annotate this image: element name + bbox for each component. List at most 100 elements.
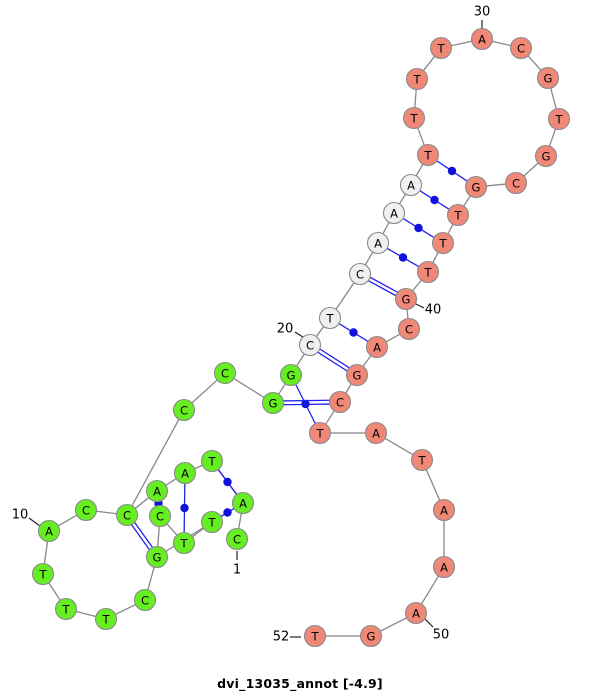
nucleotide-node[interactable]: T	[416, 260, 440, 284]
nucleotide-node[interactable]: C	[172, 398, 196, 422]
nucleotide-node[interactable]: A	[432, 555, 456, 579]
nucleotide-circle[interactable]	[200, 510, 224, 534]
nucleotide-node[interactable]: T	[172, 531, 196, 555]
nucleotide-circle[interactable]	[115, 503, 139, 527]
nucleotide-node[interactable]: A	[404, 601, 428, 625]
nucleotide-node[interactable]: G	[394, 287, 418, 311]
nucleotide-circle[interactable]	[303, 624, 327, 648]
nucleotide-circle[interactable]	[509, 36, 533, 60]
nucleotide-circle[interactable]	[298, 333, 322, 357]
nucleotide-circle[interactable]	[328, 390, 352, 414]
nucleotide-node[interactable]: G	[536, 66, 560, 90]
nucleotide-circle[interactable]	[404, 601, 428, 625]
nucleotide-circle[interactable]	[432, 555, 456, 579]
nucleotide-circle[interactable]	[402, 106, 426, 130]
nucleotide-circle[interactable]	[432, 498, 456, 522]
nucleotide-circle[interactable]	[399, 173, 423, 197]
nucleotide-node[interactable]: C	[115, 503, 139, 527]
nucleotide-node[interactable]: T	[431, 231, 455, 255]
nucleotide-node[interactable]: C	[328, 390, 352, 414]
nucleotide-node[interactable]: G	[359, 624, 383, 648]
nucleotide-node[interactable]: C	[348, 262, 372, 286]
nucleotide-circle[interactable]	[173, 461, 197, 485]
nucleotide-node[interactable]: C	[397, 317, 421, 341]
nucleotide-node[interactable]: T	[200, 510, 224, 534]
nucleotide-node[interactable]: C	[133, 588, 157, 612]
nucleotide-node[interactable]: T	[416, 143, 440, 167]
nucleotide-node[interactable]: A	[231, 491, 255, 515]
nucleotide-circle[interactable]	[534, 144, 558, 168]
nucleotide-node[interactable]: T	[200, 449, 224, 473]
nucleotide-circle[interactable]	[394, 287, 418, 311]
nucleotide-circle[interactable]	[348, 262, 372, 286]
nucleotide-node[interactable]: A	[399, 173, 423, 197]
nucleotide-node[interactable]: C	[509, 36, 533, 60]
nucleotide-node[interactable]: T	[308, 421, 332, 445]
nucleotide-circle[interactable]	[416, 260, 440, 284]
nucleotide-node[interactable]: G	[145, 545, 169, 569]
nucleotide-node[interactable]: A	[145, 479, 169, 503]
nucleotide-node[interactable]: T	[31, 562, 55, 586]
nucleotide-node[interactable]: G	[261, 391, 285, 415]
nucleotide-circle[interactable]	[464, 175, 488, 199]
nucleotide-node[interactable]: T	[303, 624, 327, 648]
nucleotide-node[interactable]: C	[148, 504, 172, 528]
nucleotide-node[interactable]: A	[470, 27, 494, 51]
nucleotide-node[interactable]: C	[504, 171, 528, 195]
nucleotide-node[interactable]: A	[366, 231, 390, 255]
nucleotide-node[interactable]: A	[432, 498, 456, 522]
nucleotide-circle[interactable]	[37, 519, 61, 543]
nucleotide-circle[interactable]	[416, 143, 440, 167]
nucleotide-circle[interactable]	[345, 363, 369, 387]
nucleotide-node[interactable]: T	[94, 607, 118, 631]
nucleotide-node[interactable]: T	[446, 203, 470, 227]
nucleotide-circle[interactable]	[318, 306, 342, 330]
nucleotide-circle[interactable]	[429, 36, 453, 60]
nucleotide-node[interactable]: A	[365, 335, 389, 359]
nucleotide-node[interactable]: T	[429, 36, 453, 60]
nucleotide-circle[interactable]	[397, 317, 421, 341]
nucleotide-circle[interactable]	[200, 449, 224, 473]
nucleotide-node[interactable]: G	[534, 144, 558, 168]
nucleotide-node[interactable]: A	[37, 519, 61, 543]
nucleotide-node[interactable]: G	[345, 363, 369, 387]
nucleotide-circle[interactable]	[359, 624, 383, 648]
nucleotide-node[interactable]: G	[464, 175, 488, 199]
nucleotide-node[interactable]: C	[74, 498, 98, 522]
nucleotide-circle[interactable]	[148, 504, 172, 528]
nucleotide-circle[interactable]	[279, 363, 303, 387]
nucleotide-node[interactable]: T	[54, 597, 78, 621]
nucleotide-circle[interactable]	[365, 335, 389, 359]
nucleotide-circle[interactable]	[94, 607, 118, 631]
nucleotide-circle[interactable]	[133, 588, 157, 612]
nucleotide-circle[interactable]	[536, 66, 560, 90]
nucleotide-node[interactable]: T	[402, 106, 426, 130]
nucleotide-node[interactable]: C	[213, 361, 237, 385]
nucleotide-node[interactable]: C	[225, 527, 249, 551]
nucleotide-circle[interactable]	[74, 498, 98, 522]
nucleotide-circle[interactable]	[261, 391, 285, 415]
nucleotide-node[interactable]: A	[173, 461, 197, 485]
nucleotide-circle[interactable]	[405, 67, 429, 91]
nucleotide-circle[interactable]	[504, 171, 528, 195]
nucleotide-node[interactable]: A	[382, 201, 406, 225]
nucleotide-circle[interactable]	[172, 531, 196, 555]
nucleotide-circle[interactable]	[172, 398, 196, 422]
nucleotide-circle[interactable]	[366, 231, 390, 255]
nucleotide-circle[interactable]	[225, 527, 249, 551]
nucleotide-node[interactable]: T	[405, 67, 429, 91]
nucleotide-circle[interactable]	[145, 545, 169, 569]
nucleotide-circle[interactable]	[470, 27, 494, 51]
nucleotide-node[interactable]: A	[364, 421, 388, 445]
nucleotide-circle[interactable]	[231, 491, 255, 515]
nucleotide-node[interactable]: T	[547, 107, 571, 131]
nucleotide-node[interactable]: C	[298, 333, 322, 357]
nucleotide-circle[interactable]	[547, 107, 571, 131]
nucleotide-circle[interactable]	[382, 201, 406, 225]
nucleotide-circle[interactable]	[145, 479, 169, 503]
nucleotide-circle[interactable]	[54, 597, 78, 621]
nucleotide-circle[interactable]	[31, 562, 55, 586]
nucleotide-circle[interactable]	[446, 203, 470, 227]
nucleotide-node[interactable]: T	[318, 306, 342, 330]
nucleotide-circle[interactable]	[364, 421, 388, 445]
